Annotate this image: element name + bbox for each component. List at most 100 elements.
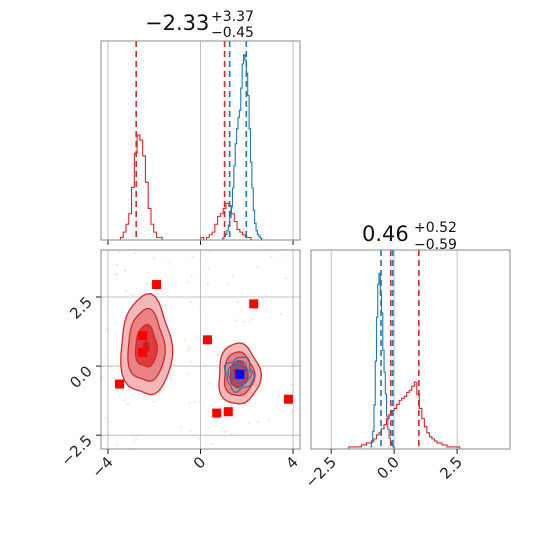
faint-sample-point [109,366,112,368]
faint-sample-point [217,366,220,369]
red-square-marker-7 [212,408,222,418]
faint-sample-point [267,419,270,421]
scatter-x-tick-label-1: 0 [190,453,209,472]
faint-sample-point [101,376,104,379]
faint-sample-point [104,417,107,420]
faint-sample-point [156,292,159,295]
faint-sample-point [276,365,279,368]
faint-sample-point [236,301,239,304]
param1-blue-histogram [221,54,263,240]
faint-sample-point [290,410,293,413]
faint-sample-point [217,354,219,357]
faint-sample-point [115,272,118,275]
faint-sample-point [145,282,148,285]
faint-sample-point [208,382,211,385]
faint-sample-point [230,432,233,435]
param2-title: 0.46 [362,222,409,246]
faint-sample-point [257,420,260,423]
faint-sample-point [167,262,170,265]
scatter-x-tick-label-0: −4 [88,453,116,481]
param1-title-median: −2.33 [145,11,209,35]
faint-sample-point [206,282,209,285]
faint-sample-point [251,318,253,320]
faint-sample-point [208,251,211,253]
faint-sample-point [189,430,192,432]
faint-sample-point [127,403,129,406]
param1-title: −2.33 [145,11,209,35]
bottom-right-histogram-panel: −2.5 0.0 2.5 [301,249,511,492]
param1-title-plus: +3.37 [211,9,254,25]
param2-title-median: 0.46 [362,222,409,246]
faint-sample-point [270,255,273,258]
faint-sample-point [124,290,127,293]
faint-sample-point [101,297,104,300]
faint-sample-point [153,257,155,260]
faint-sample-point [124,269,126,272]
faint-sample-point [116,434,119,437]
faint-sample-point [130,294,133,297]
scatter-y-tick-label-0: −2.5 [57,431,95,469]
faint-sample-point [210,443,213,446]
faint-sample-point [180,426,183,429]
faint-sample-point [133,440,136,443]
faint-sample-point [115,263,118,266]
faint-sample-point [112,377,115,380]
faint-sample-point [188,401,191,404]
red-square-marker-1 [249,299,259,309]
faint-sample-point [290,383,292,386]
faint-sample-point [170,378,172,381]
faint-sample-point [199,401,202,404]
faint-sample-point [123,399,125,402]
param1-title-minus: −0.45 [211,25,254,41]
faint-sample-point [187,373,190,375]
faint-sample-point [189,360,192,363]
blue-contour-level0 [223,356,255,393]
faint-sample-point [187,349,190,352]
faint-sample-point [116,443,119,446]
top-panel-frame [100,40,301,241]
faint-sample-point [193,401,196,403]
faint-sample-point [280,313,283,315]
faint-sample-point [105,328,108,331]
red-square-marker-2 [202,335,212,345]
faint-sample-point [242,320,245,323]
right-x-tick-label-2: 2.5 [436,453,466,483]
faint-sample-point [284,276,287,279]
faint-sample-point [135,438,137,440]
faint-sample-point [226,283,229,285]
blue-contour-level1 [227,359,253,389]
faint-sample-point [286,255,289,257]
faint-sample-point [248,320,251,323]
top-left-histogram-panel [100,40,301,245]
faint-sample-point [147,272,150,274]
faint-sample-point [235,319,238,322]
faint-sample-point [188,347,191,350]
blue-contour-level2 [231,363,249,384]
param2-title-plus: +0.52 [414,220,457,236]
scatter-x-tick-label-2: 4 [282,453,301,472]
red-square-marker-5 [115,379,125,389]
param2-red-histogram [311,381,510,449]
faint-sample-point [134,251,136,254]
faint-sample-point [152,400,155,403]
faint-sample-point [183,338,186,341]
faint-sample-point [190,274,193,277]
faint-sample-point [199,308,201,311]
faint-sample-point [195,365,198,368]
param1-red-histogram [101,134,300,240]
scatter-y-tick-label-1: 0.0 [66,362,96,392]
faint-sample-point [211,351,214,353]
faint-sample-point [240,309,243,312]
faint-sample-point [198,437,201,440]
param2-title-minus: −0.59 [414,237,457,253]
red-square-marker-4 [138,347,148,357]
red-square-marker-8 [223,407,233,417]
right-x-tick-label-0: −2.5 [301,453,339,491]
red-square-marker-6 [283,394,293,404]
right-panel-frame [310,249,511,450]
faint-sample-point [216,360,219,363]
right-x-tick-label-1: 0.0 [373,453,403,483]
red-square-marker-3 [138,331,148,341]
scatter-contour-panel: −4 0 4 −2.5 0.0 2.5 [57,249,302,481]
